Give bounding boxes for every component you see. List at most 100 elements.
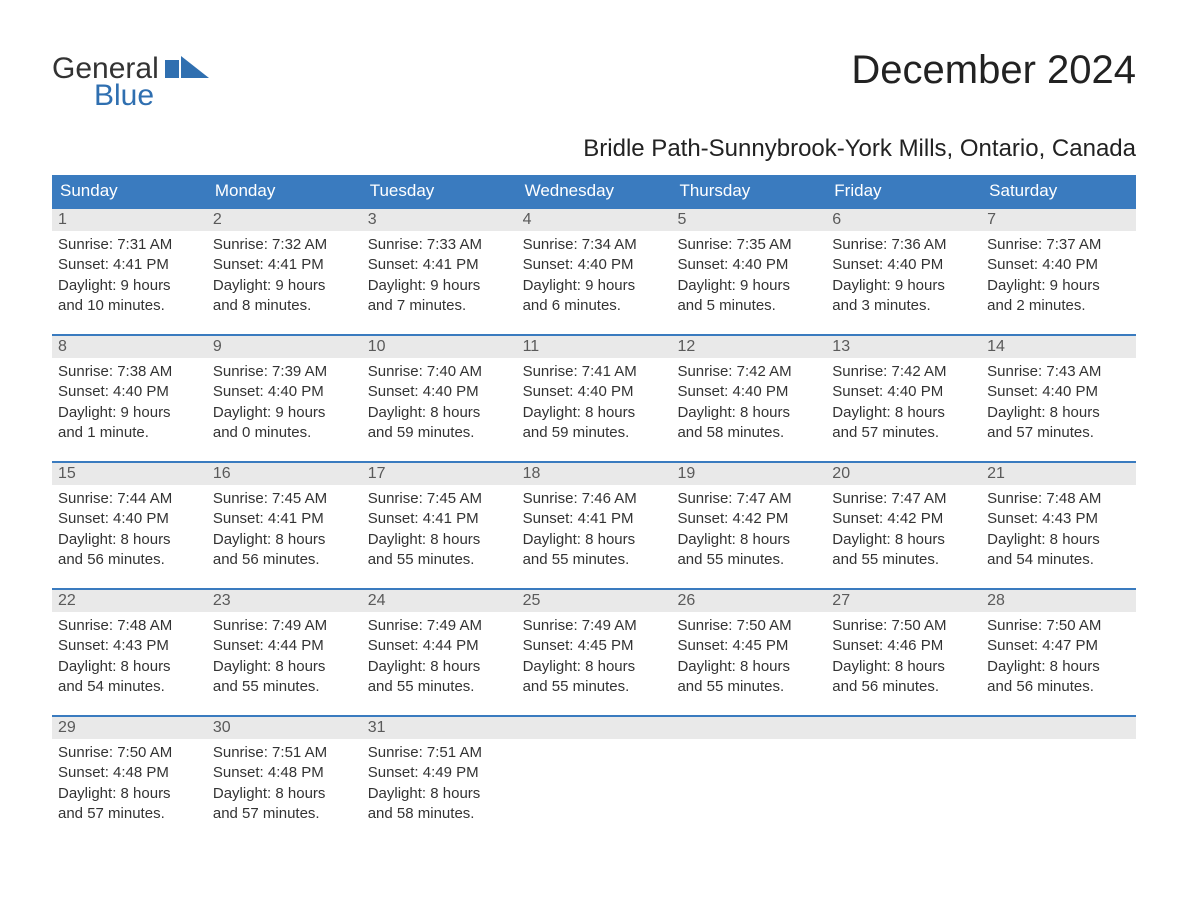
day-detail: Sunrise: 7:49 AMSunset: 4:44 PMDaylight:… xyxy=(362,612,517,703)
day-sunrise: Sunrise: 7:51 AM xyxy=(213,743,356,763)
day-detail: Sunrise: 7:48 AMSunset: 4:43 PMDaylight:… xyxy=(52,612,207,703)
day-detail xyxy=(826,739,981,749)
day-daylight1: Daylight: 8 hours xyxy=(58,784,201,804)
weekday-header: Tuesday xyxy=(362,175,517,207)
day-daylight2: and 57 minutes. xyxy=(987,423,1130,443)
day-cell: 4Sunrise: 7:34 AMSunset: 4:40 PMDaylight… xyxy=(517,209,672,322)
day-detail: Sunrise: 7:46 AMSunset: 4:41 PMDaylight:… xyxy=(517,485,672,576)
day-cell: 8Sunrise: 7:38 AMSunset: 4:40 PMDaylight… xyxy=(52,336,207,449)
day-daylight2: and 59 minutes. xyxy=(368,423,511,443)
day-sunrise: Sunrise: 7:37 AM xyxy=(987,235,1130,255)
day-cell: 23Sunrise: 7:49 AMSunset: 4:44 PMDayligh… xyxy=(207,590,362,703)
day-sunset: Sunset: 4:40 PM xyxy=(677,255,820,275)
day-daylight2: and 55 minutes. xyxy=(677,550,820,570)
day-sunset: Sunset: 4:49 PM xyxy=(368,763,511,783)
day-number: 19 xyxy=(671,463,826,485)
day-daylight2: and 5 minutes. xyxy=(677,296,820,316)
day-cell: 3Sunrise: 7:33 AMSunset: 4:41 PMDaylight… xyxy=(362,209,517,322)
day-daylight1: Daylight: 8 hours xyxy=(523,657,666,677)
day-cell: 22Sunrise: 7:48 AMSunset: 4:43 PMDayligh… xyxy=(52,590,207,703)
day-number xyxy=(981,717,1136,739)
day-cell: 19Sunrise: 7:47 AMSunset: 4:42 PMDayligh… xyxy=(671,463,826,576)
day-sunset: Sunset: 4:40 PM xyxy=(677,382,820,402)
day-detail: Sunrise: 7:45 AMSunset: 4:41 PMDaylight:… xyxy=(207,485,362,576)
day-sunrise: Sunrise: 7:41 AM xyxy=(523,362,666,382)
day-daylight1: Daylight: 9 hours xyxy=(58,276,201,296)
day-sunset: Sunset: 4:45 PM xyxy=(677,636,820,656)
day-detail: Sunrise: 7:50 AMSunset: 4:47 PMDaylight:… xyxy=(981,612,1136,703)
day-sunrise: Sunrise: 7:45 AM xyxy=(213,489,356,509)
day-number: 16 xyxy=(207,463,362,485)
day-sunrise: Sunrise: 7:39 AM xyxy=(213,362,356,382)
day-sunrise: Sunrise: 7:47 AM xyxy=(832,489,975,509)
day-cell: 17Sunrise: 7:45 AMSunset: 4:41 PMDayligh… xyxy=(362,463,517,576)
day-sunrise: Sunrise: 7:50 AM xyxy=(832,616,975,636)
day-number: 29 xyxy=(52,717,207,739)
day-number: 6 xyxy=(826,209,981,231)
day-number: 3 xyxy=(362,209,517,231)
day-sunset: Sunset: 4:46 PM xyxy=(832,636,975,656)
day-sunrise: Sunrise: 7:45 AM xyxy=(368,489,511,509)
logo-text-bottom: Blue xyxy=(94,81,209,111)
day-number: 25 xyxy=(517,590,672,612)
day-sunset: Sunset: 4:40 PM xyxy=(987,382,1130,402)
day-detail: Sunrise: 7:44 AMSunset: 4:40 PMDaylight:… xyxy=(52,485,207,576)
day-number: 27 xyxy=(826,590,981,612)
day-daylight1: Daylight: 8 hours xyxy=(987,530,1130,550)
day-sunset: Sunset: 4:40 PM xyxy=(368,382,511,402)
day-sunset: Sunset: 4:40 PM xyxy=(213,382,356,402)
day-daylight2: and 0 minutes. xyxy=(213,423,356,443)
day-detail: Sunrise: 7:49 AMSunset: 4:44 PMDaylight:… xyxy=(207,612,362,703)
day-daylight1: Daylight: 8 hours xyxy=(58,657,201,677)
day-number: 14 xyxy=(981,336,1136,358)
day-daylight1: Daylight: 8 hours xyxy=(368,403,511,423)
day-daylight1: Daylight: 8 hours xyxy=(368,530,511,550)
day-cell: 31Sunrise: 7:51 AMSunset: 4:49 PMDayligh… xyxy=(362,717,517,830)
day-number: 30 xyxy=(207,717,362,739)
day-number: 24 xyxy=(362,590,517,612)
day-daylight1: Daylight: 8 hours xyxy=(368,657,511,677)
day-sunset: Sunset: 4:47 PM xyxy=(987,636,1130,656)
day-cell: 13Sunrise: 7:42 AMSunset: 4:40 PMDayligh… xyxy=(826,336,981,449)
weekday-header: Sunday xyxy=(52,175,207,207)
week-row: 15Sunrise: 7:44 AMSunset: 4:40 PMDayligh… xyxy=(52,461,1136,576)
day-cell: 9Sunrise: 7:39 AMSunset: 4:40 PMDaylight… xyxy=(207,336,362,449)
day-daylight2: and 54 minutes. xyxy=(987,550,1130,570)
day-detail: Sunrise: 7:45 AMSunset: 4:41 PMDaylight:… xyxy=(362,485,517,576)
day-detail xyxy=(671,739,826,749)
day-daylight1: Daylight: 8 hours xyxy=(523,530,666,550)
day-cell xyxy=(981,717,1136,830)
day-number: 10 xyxy=(362,336,517,358)
day-sunset: Sunset: 4:40 PM xyxy=(987,255,1130,275)
day-cell: 11Sunrise: 7:41 AMSunset: 4:40 PMDayligh… xyxy=(517,336,672,449)
day-daylight2: and 10 minutes. xyxy=(58,296,201,316)
day-sunset: Sunset: 4:41 PM xyxy=(523,509,666,529)
day-daylight2: and 6 minutes. xyxy=(523,296,666,316)
day-number xyxy=(517,717,672,739)
day-daylight2: and 58 minutes. xyxy=(368,804,511,824)
day-sunset: Sunset: 4:40 PM xyxy=(523,255,666,275)
day-sunset: Sunset: 4:41 PM xyxy=(213,509,356,529)
day-number: 12 xyxy=(671,336,826,358)
day-daylight1: Daylight: 8 hours xyxy=(677,403,820,423)
day-sunrise: Sunrise: 7:48 AM xyxy=(58,616,201,636)
day-sunrise: Sunrise: 7:46 AM xyxy=(523,489,666,509)
day-sunset: Sunset: 4:41 PM xyxy=(368,509,511,529)
calendar: Sunday Monday Tuesday Wednesday Thursday… xyxy=(52,175,1136,830)
day-sunset: Sunset: 4:48 PM xyxy=(213,763,356,783)
day-sunset: Sunset: 4:44 PM xyxy=(213,636,356,656)
day-daylight2: and 58 minutes. xyxy=(677,423,820,443)
day-detail: Sunrise: 7:35 AMSunset: 4:40 PMDaylight:… xyxy=(671,231,826,322)
day-sunset: Sunset: 4:41 PM xyxy=(213,255,356,275)
day-sunset: Sunset: 4:44 PM xyxy=(368,636,511,656)
day-daylight2: and 2 minutes. xyxy=(987,296,1130,316)
day-daylight1: Daylight: 9 hours xyxy=(987,276,1130,296)
day-cell: 25Sunrise: 7:49 AMSunset: 4:45 PMDayligh… xyxy=(517,590,672,703)
day-cell: 29Sunrise: 7:50 AMSunset: 4:48 PMDayligh… xyxy=(52,717,207,830)
day-cell xyxy=(517,717,672,830)
day-daylight1: Daylight: 9 hours xyxy=(58,403,201,423)
day-cell: 16Sunrise: 7:45 AMSunset: 4:41 PMDayligh… xyxy=(207,463,362,576)
day-sunset: Sunset: 4:40 PM xyxy=(832,255,975,275)
day-sunrise: Sunrise: 7:38 AM xyxy=(58,362,201,382)
day-daylight1: Daylight: 9 hours xyxy=(832,276,975,296)
